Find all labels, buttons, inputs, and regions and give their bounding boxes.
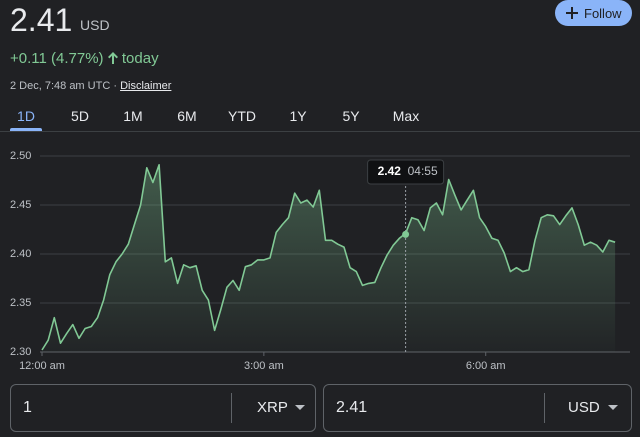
y-tick-label: 2.50 [10, 150, 31, 162]
range-tab[interactable]: 1D [17, 108, 35, 124]
date: 2 Dec, 7:48 am UTC [10, 80, 111, 92]
tab-divider [0, 131, 640, 132]
y-tick-label: 2.45 [10, 199, 31, 211]
range-tab[interactable]: 1Y [289, 108, 307, 124]
x-tick-label: 3:00 am [244, 360, 284, 372]
up-arrow [107, 52, 118, 64]
change-period: today [121, 50, 159, 67]
area [42, 164, 616, 352]
from-input[interactable]: 1 XRP [10, 384, 316, 432]
range-tab[interactable]: 5D [71, 108, 89, 124]
range-tab[interactable]: 5Y [342, 108, 360, 124]
divider [231, 393, 232, 423]
divider [544, 393, 545, 423]
timestamp: 2 Dec, 7:48 am UTC · Disclaimer [10, 80, 171, 92]
follow-label: Follow [584, 6, 622, 21]
price-line [41, 164, 616, 351]
dropdown-caret [295, 405, 305, 410]
to-amount: 2.41 [336, 399, 368, 416]
tooltip-time: 04:55 [408, 164, 438, 178]
range-tab[interactable]: Max [392, 108, 420, 124]
range-tab[interactable]: YTD [228, 108, 256, 124]
to-unit[interactable]: USD [568, 399, 600, 416]
to-input[interactable]: 2.41 USD [323, 384, 632, 432]
change-value: +0.11 (4.77%) [10, 50, 104, 67]
separator: · [113, 80, 117, 92]
from-unit[interactable]: XRP [257, 399, 288, 416]
x-tick-label: 12:00 am [19, 360, 65, 372]
hover-point [402, 230, 410, 238]
tooltip-value: 2.42 [378, 164, 402, 178]
follow-button[interactable]: Follow [555, 0, 632, 26]
price: 2.41 [10, 2, 73, 38]
chart: 2.50 2.45 2.40 2.35 2.30 12:00 am 3:00 am 6:00 … [10, 150, 630, 372]
tab-underline [10, 128, 42, 131]
currency: USD [80, 17, 110, 33]
y-tick-label: 2.30 [10, 346, 31, 358]
x-tick-label: 6:00 am [466, 360, 506, 372]
tooltip [367, 159, 445, 185]
y-tick-label: 2.40 [10, 248, 31, 260]
from-amount: 1 [23, 399, 32, 416]
disclaimer-link[interactable]: Disclaimer [120, 80, 172, 92]
range-tab[interactable]: 6M [177, 108, 197, 124]
range-tab[interactable]: 1M [123, 108, 143, 124]
dropdown-caret [608, 405, 618, 410]
change: +0.11 (4.77%) today [10, 50, 159, 67]
y-tick-label: 2.35 [10, 297, 31, 309]
plus-icon [566, 7, 578, 19]
